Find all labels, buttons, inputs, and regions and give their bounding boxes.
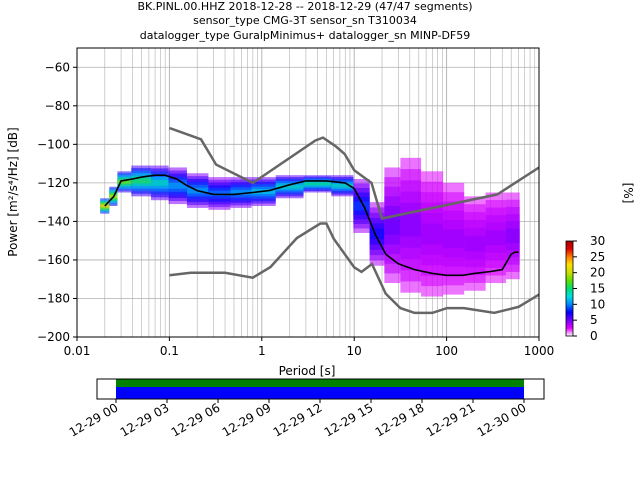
pdf-cell [230,189,252,196]
coverage-tick-label: 12-29 12 [271,400,325,439]
pdf-column [275,175,304,199]
pdf-column [384,167,401,284]
pdf-column [131,165,152,197]
pdf-cell [384,215,401,235]
pdf-column [168,167,187,205]
y-tick-label: −120 [37,176,70,190]
pdf-cell [275,184,304,189]
pdf-cell [100,204,110,208]
y-axis-label: Power [m²/s⁴/Hz] [dB] [6,127,20,256]
y-tick-label: −140 [37,214,70,228]
pdf-column [230,177,252,208]
pdf-column [117,171,132,193]
pdf-cell [151,179,169,186]
mean-curve-line [104,174,519,277]
pdf-column [464,196,486,291]
coverage-tick-label: 12-30 00 [475,400,529,439]
pdf-cell [464,235,486,252]
title: BK.PINL.00.HHZ 2018-12-28 -- 2018-12-29 … [137,0,472,42]
pdf-column [400,157,422,293]
title-line-1: BK.PINL.00.HHZ 2018-12-28 -- 2018-12-29 … [137,0,472,13]
coverage-segment-bottom [116,387,524,399]
plot-area: 0.01 0.1 1 10 100 1000 −60 −80 −100 −120 −140 −160… [6,47,555,378]
pdf-column [421,171,444,297]
x-tick-label: 1 [258,344,266,358]
x-axis-label: Period [s] [279,364,336,378]
y-tick-label: −200 [37,330,70,344]
x-tick-label: 10 [347,344,362,358]
pdf-column [505,192,520,280]
pdf-column [100,198,110,214]
title-line-2: sensor_type CMG-3T sensor_sn T310034 [193,14,417,27]
pdf-cell [168,182,187,189]
mean-curve [104,174,519,277]
colorbar-tick-label: 10 [590,297,605,311]
pdf-cell [505,228,520,244]
y-tick-label: −80 [45,99,70,113]
coverage-tick-label: 12-29 03 [118,400,172,439]
x-tick-label: 0.01 [64,344,91,358]
colorbar-tick-label: 5 [590,313,598,327]
pdf-column [353,179,370,233]
pdf-column [208,177,231,210]
pdf-cell [353,201,370,211]
colorbar-gradient [565,240,574,337]
pdf-column [443,182,465,295]
pdf-cell [331,183,354,188]
pdf-cell [369,228,385,240]
pdf-cell [400,214,422,237]
coverage-tick-label: 12-29 00 [67,400,121,439]
pdf-column [331,175,354,197]
coverage-tick-label: 12-29 09 [220,400,274,439]
title-line-3: datalogger_type GuralpMinimus+ datalogge… [140,29,471,42]
y-tick-label: −160 [37,253,70,267]
colorbar-tick-label: 25 [590,250,605,264]
plot-frame [76,47,540,338]
y-tick-label: −60 [45,60,70,74]
x-tick-label: 1000 [524,344,555,358]
y-tick-label: −180 [37,291,70,305]
pdf-cell [131,178,152,184]
coverage-tick-label: 12-29 21 [424,400,478,439]
x-tick-label: 100 [435,344,458,358]
x-tick-label: 0.1 [160,344,179,358]
pdf-cell [208,190,231,197]
pdf-cell [421,223,444,245]
y-tick-label: −100 [37,137,70,151]
x-axis-ticks: 0.01 0.1 1 10 100 1000 [64,337,555,358]
colorbar-tick-label: 15 [590,282,605,296]
colorbar-tick-label: 30 [590,234,605,248]
pdf-column [151,165,169,201]
pdf-column [303,175,332,193]
pdf-cell [303,182,332,186]
pdf-column [485,192,506,284]
pdf-cell [117,180,132,184]
coverage-tick-label: 12-29 18 [373,400,427,439]
pdf-cell [443,229,465,249]
colorbar-tick-label: 20 [590,266,605,280]
coverage-segment-top [116,379,524,387]
pdf-column [369,202,385,266]
coverage-tick-label: 12-29 15 [322,400,376,439]
noise-model-nlnm [169,222,540,315]
coverage-tick-label: 12-29 06 [169,400,223,439]
noise-model-nhnm [168,126,540,220]
noise-models [168,126,540,315]
pdf-cell [485,230,506,246]
colorbar-tick-label: 0 [590,329,598,343]
y-axis-ticks: −60 −80 −100 −120 −140 −160 −180 −200 [37,60,77,344]
colorbar-label: [%] [621,183,635,204]
